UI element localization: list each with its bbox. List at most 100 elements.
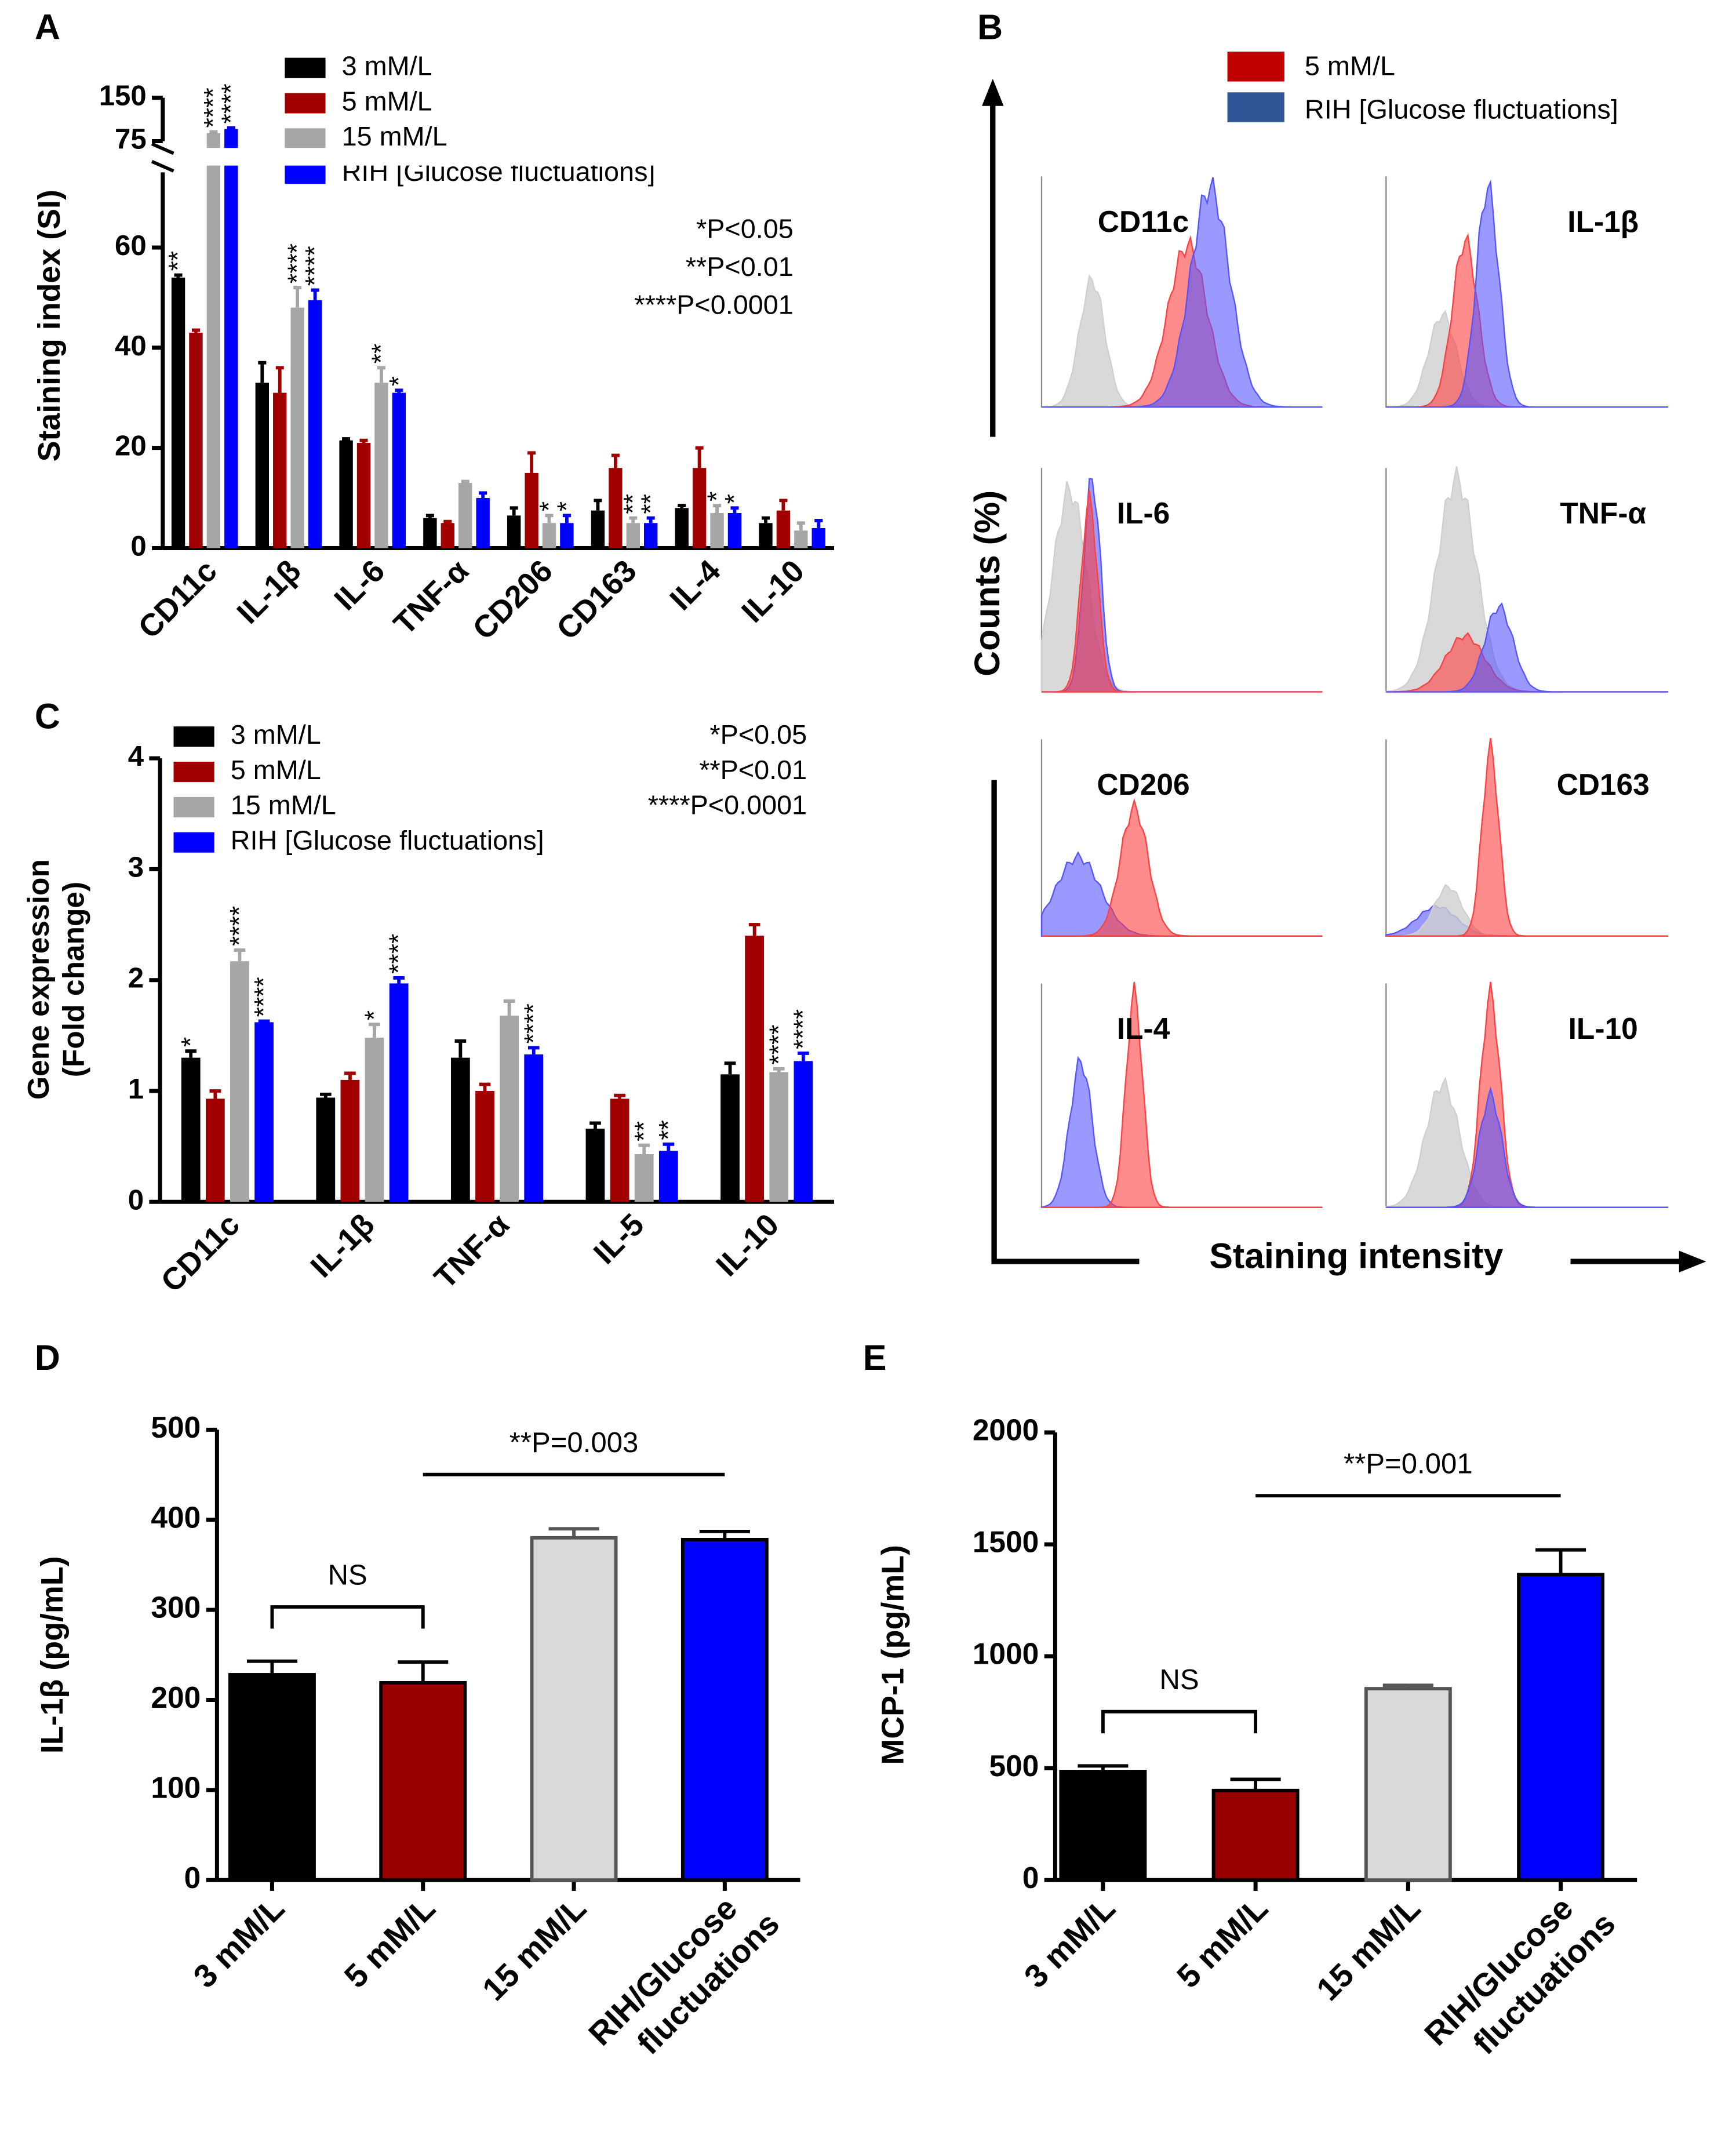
significance: ** — [367, 344, 395, 364]
error-bar — [545, 514, 554, 523]
histogram-curve — [1386, 179, 1669, 408]
legend-label: 5 mM/L — [342, 86, 432, 116]
error-bar — [761, 516, 770, 523]
y-axis-title: Gene expression — [21, 859, 55, 1100]
error-bar — [398, 1660, 449, 1683]
error-bar — [258, 1019, 270, 1023]
bar — [609, 468, 623, 548]
bar — [811, 528, 825, 548]
legend-label: RIH [Glucose fluctuations] — [1305, 94, 1618, 124]
significance: ** — [636, 494, 665, 514]
bar — [680, 1538, 769, 1882]
error-bar — [393, 976, 405, 984]
bar — [255, 383, 270, 548]
error-bar — [246, 1659, 297, 1675]
error-bar — [425, 514, 434, 518]
histogram-curve — [1042, 490, 1323, 693]
bar — [308, 300, 322, 548]
significance: **** — [250, 977, 278, 1017]
y-tick-label: 1000 — [973, 1637, 1039, 1671]
legend-label: RIH [Glucose fluctuations] — [231, 825, 544, 856]
bar — [475, 1091, 494, 1202]
error-bar — [796, 521, 805, 531]
y-axis-title: MCP-1 (pg/mL) — [876, 1545, 911, 1765]
axis-break-mark — [151, 142, 174, 173]
error-bar — [724, 1061, 736, 1075]
y-tick-label: 400 — [151, 1500, 201, 1534]
significance-note: ****P<0.0001 — [648, 790, 807, 820]
significance: **** — [301, 246, 329, 286]
error-bar — [773, 1067, 785, 1072]
error-bar — [185, 1049, 197, 1058]
legend-swatch — [285, 163, 326, 184]
legend-swatch — [173, 832, 214, 853]
bar — [769, 1072, 789, 1202]
significance: * — [703, 492, 731, 501]
panel-label: E — [863, 1338, 887, 1377]
histogram-panel: CD163 — [1385, 737, 1669, 937]
error-bar — [293, 286, 302, 308]
bar — [745, 936, 765, 1202]
bar — [759, 523, 773, 548]
histogram-panel: IL-10 — [1385, 981, 1669, 1208]
error-bar — [275, 366, 284, 393]
bar — [206, 133, 221, 548]
error-bar — [699, 1530, 750, 1540]
error-bar — [589, 1121, 601, 1129]
bar — [720, 1074, 740, 1202]
significance-bracket — [1101, 1709, 1258, 1734]
legend-swatch — [285, 128, 326, 149]
error-bar — [594, 499, 602, 511]
error-bar — [395, 388, 403, 393]
histogram-label: IL-4 — [1117, 1012, 1170, 1045]
histogram-curve — [1386, 1086, 1669, 1208]
y-tick-label: 0 — [184, 1861, 201, 1894]
legend-swatch — [285, 57, 326, 78]
histogram-panel: IL-6 — [1040, 468, 1323, 693]
y-tick-label: 500 — [989, 1749, 1039, 1783]
error-bar — [509, 506, 518, 516]
bar — [1211, 1788, 1300, 1882]
error-bar — [663, 1142, 675, 1151]
bar — [181, 1057, 201, 1202]
error-bar — [678, 504, 686, 508]
histogram-label: IL-6 — [1117, 496, 1170, 530]
bar — [794, 1061, 813, 1202]
significance: **** — [789, 1009, 817, 1049]
y-tick-label: 20 — [115, 431, 147, 462]
error-bar — [562, 514, 571, 523]
histogram-label: CD163 — [1557, 768, 1650, 801]
legend-swatch — [173, 796, 214, 817]
bar — [392, 392, 406, 548]
error-bar — [713, 504, 722, 513]
significance-note: ****P<0.0001 — [634, 289, 793, 319]
bar — [205, 1099, 225, 1202]
legend-label: 5 mM/L — [1305, 51, 1395, 81]
error-bar — [1382, 1683, 1433, 1689]
bar — [189, 332, 203, 548]
histogram-curve — [1386, 737, 1669, 937]
legend-label: 15 mM/L — [342, 121, 447, 151]
significance: * — [176, 1037, 205, 1047]
arrow-head — [1679, 1250, 1706, 1272]
y-tick-label: 2000 — [973, 1413, 1039, 1447]
panel-label: C — [35, 696, 60, 736]
y-tick-label: 200 — [151, 1681, 201, 1714]
bar — [316, 1097, 336, 1202]
bar — [560, 523, 574, 548]
panel-label: B — [977, 8, 1003, 47]
legend-swatch — [173, 762, 214, 783]
axis-corner — [991, 780, 1140, 1264]
error-bar — [191, 328, 200, 333]
error-bar — [227, 126, 235, 130]
bar — [171, 277, 185, 548]
y-tick-label: 100 — [151, 1770, 201, 1804]
legend-swatch — [1227, 52, 1284, 82]
bar — [530, 1536, 618, 1882]
error-bar — [311, 288, 319, 300]
y-axis-title: Staining index (SI) — [32, 190, 67, 461]
error-bar — [209, 130, 218, 134]
panel-label: D — [35, 1338, 60, 1377]
y-tick-label: 60 — [115, 230, 147, 261]
